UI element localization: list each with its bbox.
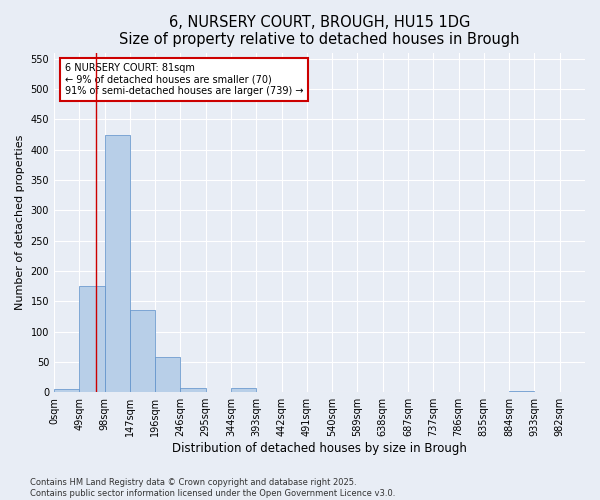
Bar (155, 357, 181, 392)
Bar (181, 388, 206, 392)
Bar (509, 391, 535, 392)
Y-axis label: Number of detached properties: Number of detached properties (15, 135, 25, 310)
Text: Contains HM Land Registry data © Crown copyright and database right 2025.
Contai: Contains HM Land Registry data © Crown c… (30, 478, 395, 498)
Title: 6, NURSERY COURT, BROUGH, HU15 1DG
Size of property relative to detached houses : 6, NURSERY COURT, BROUGH, HU15 1DG Size … (119, 15, 520, 48)
Bar (231, 388, 256, 392)
Bar (79, 286, 104, 392)
X-axis label: Distribution of detached houses by size in Brough: Distribution of detached houses by size … (172, 442, 467, 455)
Text: 6 NURSERY COURT: 81sqm
← 9% of detached houses are smaller (70)
91% of semi-deta: 6 NURSERY COURT: 81sqm ← 9% of detached … (65, 63, 303, 96)
Bar (130, 310, 155, 392)
Bar (54, 389, 79, 392)
Bar (104, 134, 130, 392)
